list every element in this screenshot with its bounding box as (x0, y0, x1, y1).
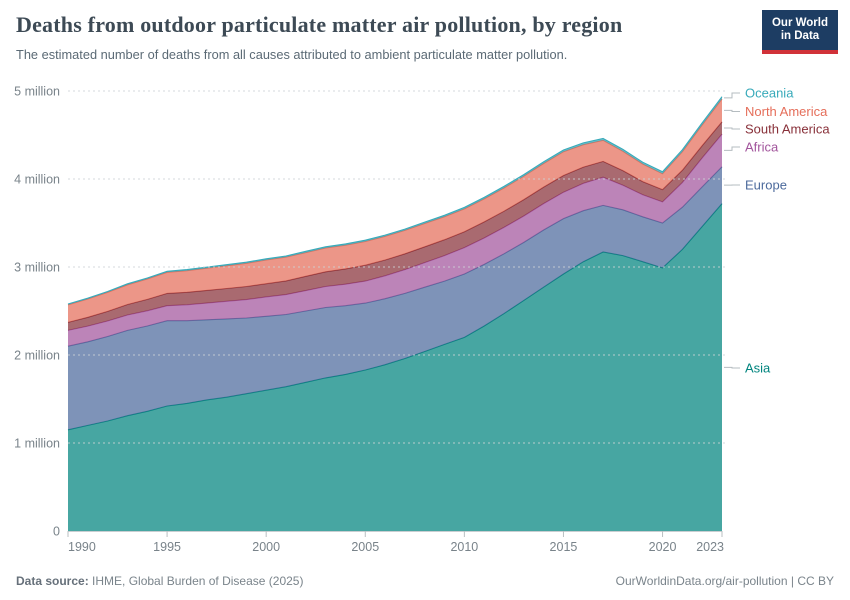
stacked-area-chart: 0 1 million 2 million 3 million 4 million 5 m… (0, 80, 850, 565)
legend-connector-africa (724, 146, 740, 151)
legend-connector-asia (724, 366, 740, 369)
x-axis-label-2020: 2020 (649, 540, 677, 554)
chart-title: Deaths from outdoor particulate matter a… (16, 12, 623, 37)
data-source-value: IHME, Global Burden of Disease (2025) (88, 574, 304, 588)
legend-connector-south-america (724, 127, 740, 130)
owid-logo-line1: Our World (771, 16, 828, 29)
x-axis-label-2023: 2023 (696, 540, 724, 554)
legend-connector-oceania (724, 92, 740, 99)
legend-label-africa[interactable]: Africa (745, 140, 779, 155)
x-axis-label-2000: 2000 (252, 540, 280, 554)
area-europe[interactable] (68, 166, 722, 430)
y-axis-label-0: 0 (53, 525, 60, 539)
legend-label-europe[interactable]: Europe (745, 178, 787, 193)
y-axis-label-1: 1 million (14, 437, 60, 451)
x-axis-label-1990: 1990 (68, 540, 96, 554)
chart-header: Deaths from outdoor particulate matter a… (16, 12, 750, 62)
legend-connector-north-america (724, 109, 740, 112)
x-axis-label-2015: 2015 (550, 540, 578, 554)
owid-logo[interactable]: Our World in Data (762, 10, 838, 54)
legend-label-south-america[interactable]: South America (745, 122, 830, 137)
area-line-oceania (67, 96, 723, 305)
chart-footer: Data source: IHME, Global Burden of Dise… (16, 574, 834, 588)
x-axis-label-2010: 2010 (450, 540, 478, 554)
y-axis-label-4: 4 million (14, 173, 60, 187)
chart-subtitle: The estimated number of deaths from all … (16, 47, 568, 62)
legend-label-north-america[interactable]: North America (745, 104, 828, 119)
data-source-label: Data source: (16, 574, 89, 588)
y-axis-label-5: 5 million (14, 85, 60, 99)
area-south-america[interactable] (68, 121, 722, 331)
area-line-europe (67, 166, 723, 347)
legend-label-oceania[interactable]: Oceania (745, 86, 794, 101)
data-source-note: Data source: IHME, Global Burden of Dise… (16, 574, 303, 588)
legend-label-asia[interactable]: Asia (745, 361, 771, 376)
y-axis-label-2: 2 million (14, 349, 60, 363)
x-axis-label-1995: 1995 (153, 540, 181, 554)
y-axis-label-3: 3 million (14, 261, 60, 275)
area-asia[interactable] (68, 203, 722, 531)
area-africa[interactable] (68, 134, 722, 347)
owid-logo-line2: in Data (780, 30, 820, 42)
owid-url-license[interactable]: OurWorldinData.org/air-pollution | CC BY (615, 574, 834, 588)
x-axis-label-2005: 2005 (351, 540, 379, 554)
